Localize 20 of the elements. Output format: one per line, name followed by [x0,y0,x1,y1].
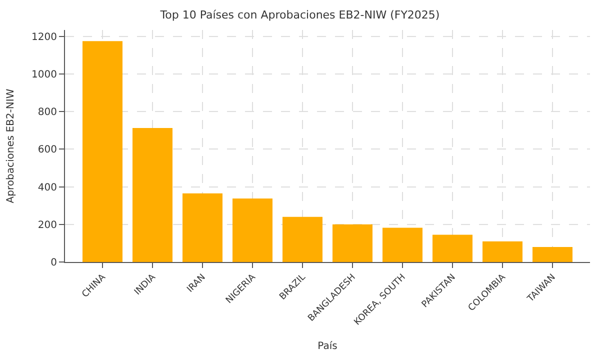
y-tick-label: 0 [50,258,57,268]
bar [432,234,472,262]
y-axis-title: Aprobaciones EB2-NIW [6,88,17,204]
y-tick-label: 200 [38,220,57,231]
y-tick-label: 1200 [32,32,57,43]
bar [482,241,522,262]
bar [332,224,372,262]
x-axis-title: País [318,341,338,352]
bar [232,198,272,262]
bar [132,128,172,262]
bar [82,41,122,262]
y-tick-label: 600 [38,144,57,156]
bar [532,246,572,262]
y-tick-label: 1000 [32,69,57,80]
bar [282,216,322,262]
chart-title: Top 10 Países con Aprobaciones EB2-NIW (FY2025) [159,8,440,22]
y-tick-label: 800 [38,107,57,118]
bar [382,228,422,262]
y-tick-label: 400 [38,182,57,194]
bar [182,193,222,262]
